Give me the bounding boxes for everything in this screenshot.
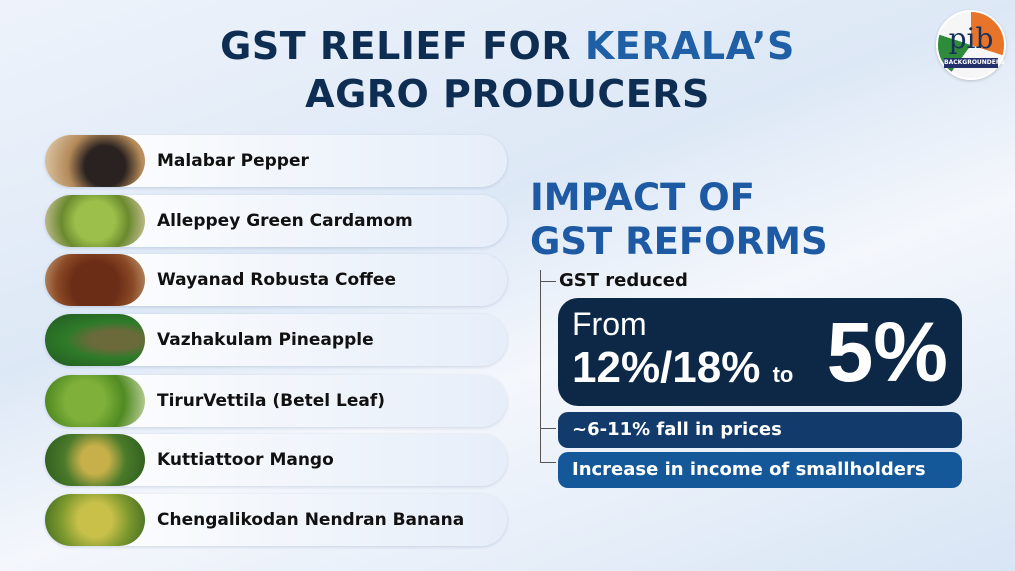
product-label: Wayanad Robusta Coffee bbox=[157, 270, 396, 290]
title-highlight: KERALA’S bbox=[584, 24, 795, 68]
impact-point: Increase in income of smallholders bbox=[558, 452, 962, 488]
product-label: TirurVettila (Betel Leaf) bbox=[157, 391, 386, 411]
pepper-image bbox=[45, 135, 145, 187]
new-rate: 5% bbox=[826, 305, 948, 399]
cardamom-image bbox=[45, 195, 145, 247]
product-label: Vazhakulam Pineapple bbox=[157, 330, 374, 350]
to-label: to bbox=[772, 361, 794, 387]
product-row: Malabar Pepper bbox=[45, 135, 507, 187]
connector-line bbox=[540, 270, 541, 462]
product-label: Alleppey Green Cardamom bbox=[157, 211, 413, 231]
coffee-image bbox=[45, 254, 145, 306]
product-row: Vazhakulam Pineapple bbox=[45, 314, 507, 366]
from-label: From bbox=[572, 305, 647, 342]
product-row: TirurVettila (Betel Leaf) bbox=[45, 375, 507, 427]
product-row: Chengalikodan Nendran Banana bbox=[45, 494, 507, 546]
impact-heading-line2: GST REFORMS bbox=[530, 220, 828, 263]
product-row: Alleppey Green Cardamom bbox=[45, 195, 507, 247]
title-line2: AGRO PRODUCERS bbox=[305, 72, 710, 116]
product-label: Kuttiattoor Mango bbox=[157, 450, 334, 470]
logo-band: BACKGROUNDERS bbox=[944, 58, 1005, 68]
page-title: GST RELIEF FOR KERALA’S AGRO PRODUCERS bbox=[0, 22, 1015, 118]
product-label: Malabar Pepper bbox=[157, 151, 309, 171]
betel-leaf-image bbox=[45, 375, 145, 427]
rate-text-column: From 12%/18% to bbox=[572, 305, 793, 400]
connector-branch bbox=[540, 281, 556, 282]
product-row: Wayanad Robusta Coffee bbox=[45, 254, 507, 306]
connector-branch bbox=[540, 462, 556, 463]
banana-image bbox=[45, 494, 145, 546]
pib-logo: pib BACKGROUNDERS bbox=[936, 10, 1006, 80]
mango-image bbox=[45, 434, 145, 486]
logo-text: pib bbox=[948, 22, 994, 55]
impact-heading: IMPACT OF GST REFORMS bbox=[530, 176, 828, 264]
pineapple-image bbox=[45, 314, 145, 366]
old-rate-line: 12%/18% to bbox=[572, 343, 793, 400]
gst-reduced-label: GST reduced bbox=[559, 270, 688, 291]
impact-heading-line1: IMPACT OF bbox=[530, 176, 755, 219]
title-line1: GST RELIEF FOR bbox=[220, 24, 585, 68]
rate-box: From 12%/18% to 5% bbox=[558, 298, 962, 406]
connector-branch bbox=[540, 428, 556, 429]
old-rate: 12%/18% bbox=[572, 342, 761, 392]
product-row: Kuttiattoor Mango bbox=[45, 434, 507, 486]
product-label: Chengalikodan Nendran Banana bbox=[157, 510, 465, 530]
impact-point: ~6-11% fall in prices bbox=[558, 412, 962, 448]
